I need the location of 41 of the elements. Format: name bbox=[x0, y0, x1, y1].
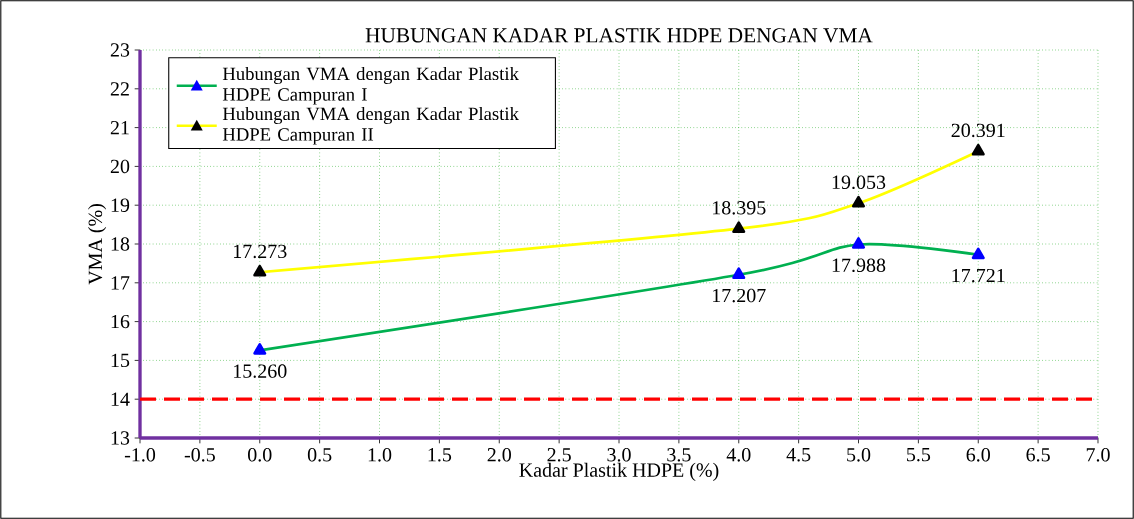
data-label: 17.988 bbox=[832, 258, 886, 273]
x-tick-label: 2.0 bbox=[487, 448, 511, 462]
y-tick-label: 20 bbox=[110, 159, 130, 174]
x-tick-label: 4.0 bbox=[726, 448, 751, 462]
x-tick-label: 3.0 bbox=[607, 448, 631, 462]
x-tick-label: 0.5 bbox=[307, 448, 332, 462]
x-tick-label: -0.5 bbox=[184, 448, 215, 462]
x-tick-label: 6.0 bbox=[966, 448, 990, 462]
y-tick-label: 21 bbox=[110, 120, 129, 135]
data-label: 17.273 bbox=[234, 244, 287, 259]
data-label: 18.395 bbox=[713, 201, 766, 215]
data-label: 20.391 bbox=[951, 123, 1005, 138]
chart-title: HUBUNGAN KADAR PLASTIK HDPE DENGAN VMA bbox=[365, 28, 873, 43]
x-axis-title: Kadar Plastik HDPE (%) bbox=[519, 462, 719, 481]
x-tick-label: 5.0 bbox=[847, 448, 871, 462]
x-tick-label: 0.0 bbox=[248, 448, 272, 462]
x-tick-label: 5.5 bbox=[907, 448, 931, 462]
x-tick-label: 1.5 bbox=[428, 448, 452, 462]
x-tick-label: 1.0 bbox=[368, 448, 392, 462]
y-tick-label: 18 bbox=[111, 237, 130, 251]
y-tick-label: 14 bbox=[111, 392, 130, 406]
data-label: 17.207 bbox=[713, 288, 766, 303]
x-tick-label: 2.5 bbox=[547, 448, 571, 462]
data-label: 15.260 bbox=[234, 364, 287, 378]
y-tick-label: 22 bbox=[110, 82, 129, 96]
y-tick-label: 19 bbox=[111, 198, 130, 212]
legend-label: Hubungan VMA dengan Kadar Plastik HDPE Campuran II bbox=[222, 106, 519, 145]
y-axis-title: VMA (%) bbox=[88, 204, 107, 285]
legend-label: Hubungan VMA dengan Kadar Plastik HDPE Campuran I bbox=[222, 66, 519, 105]
x-tick-label: 6.5 bbox=[1026, 448, 1050, 462]
y-tick-label: 16 bbox=[111, 314, 130, 329]
data-label: 17.721 bbox=[952, 268, 1005, 283]
y-tick-label: 23 bbox=[110, 43, 130, 57]
y-tick-label: 17 bbox=[111, 276, 130, 290]
x-tick-label: 3.5 bbox=[667, 448, 691, 462]
x-tick-label: -1.0 bbox=[124, 448, 156, 462]
x-tick-label: 7.0 bbox=[1086, 448, 1110, 462]
y-tick-label: 15 bbox=[111, 353, 130, 368]
data-label: 19.053 bbox=[832, 175, 886, 190]
x-tick-label: 4.5 bbox=[786, 448, 811, 462]
y-tick-label: 13 bbox=[111, 431, 130, 445]
